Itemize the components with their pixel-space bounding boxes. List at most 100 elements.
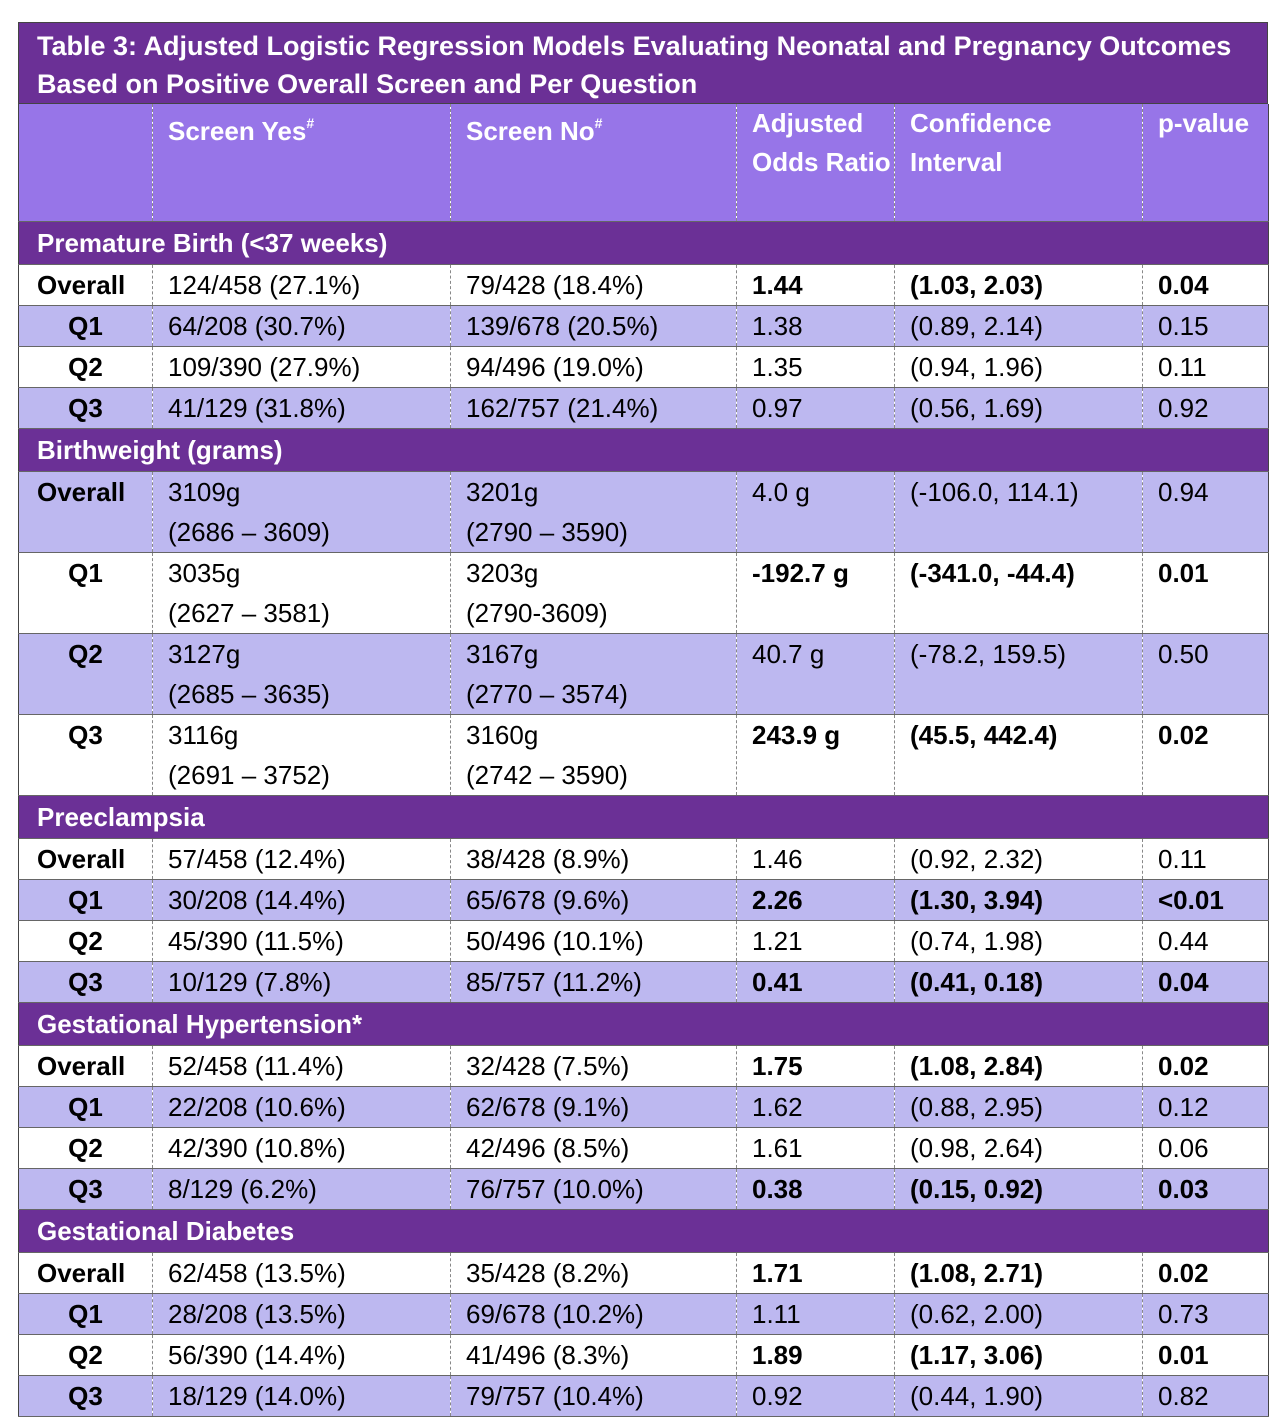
table-row: Overall 52/458 (11.4%) 32/428 (7.5%) 1.75 (1… xyxy=(18,1045,1269,1087)
confidence-interval-cell: (1.30, 3.94) xyxy=(894,879,1143,921)
screen-no-cell: 41/496 (8.3%) xyxy=(450,1334,737,1376)
table-body: Premature Birth (<37 weeks) Overall 124/45… xyxy=(18,221,1269,1417)
screen-yes-cell-median: 3127g xyxy=(168,638,241,669)
p-value-cell: 0.11 xyxy=(1142,838,1269,880)
p-value-cell: 0.01 xyxy=(1142,552,1269,634)
confidence-interval-cell: (0.56, 1.69) xyxy=(894,387,1143,429)
screen-no-cell-median: 3201g xyxy=(466,476,539,507)
table-row: Q2 109/390 (27.9%) 94/496 (19.0%) 1.35 (0.94… xyxy=(18,346,1269,388)
p-value-cell: 0.02 xyxy=(1142,1252,1269,1294)
screen-no-cell: 65/678 (9.6%) xyxy=(450,879,737,921)
p-value-cell: 0.03 xyxy=(1142,1168,1269,1210)
screen-no-cell: 139/678 (20.5%) xyxy=(450,305,737,347)
row-label: Overall xyxy=(18,471,153,553)
screen-yes-cell-median: 3035g xyxy=(168,557,241,588)
section-title: Premature Birth (<37 weeks) xyxy=(18,221,1269,265)
section-header-row: Birthweight (grams) xyxy=(18,428,1269,472)
adjusted-odds-ratio-cell: 1.75 xyxy=(736,1045,895,1087)
screen-no-cell: 76/757 (10.0%) xyxy=(450,1168,737,1210)
table-row: Q1 28/208 (13.5%) 69/678 (10.2%) 1.11 (0.62,… xyxy=(18,1293,1269,1335)
row-label: Q3 xyxy=(18,961,153,1003)
table-row: Overall 124/458 (27.1%) 79/428 (18.4%) 1.44… xyxy=(18,264,1269,306)
screen-yes-cell: 109/390 (27.9%) xyxy=(152,346,451,388)
table-row: Q3 41/129 (31.8%) 162/757 (21.4%) 0.97 (0.56… xyxy=(18,387,1269,429)
row-label: Q2 xyxy=(18,1127,153,1169)
screen-yes-cell: 3116g (2691 – 3752) xyxy=(152,714,451,796)
screen-yes-cell: 22/208 (10.6%) xyxy=(152,1086,451,1128)
row-label: Overall xyxy=(18,264,153,306)
table-row: Q2 3127g (2685 – 3635) 3167g (2770 – 3574) 40… xyxy=(18,633,1269,715)
p-value-cell: 0.73 xyxy=(1142,1293,1269,1335)
screen-yes-cell: 3109g (2686 – 3609) xyxy=(152,471,451,553)
adjusted-odds-ratio-cell: 2.26 xyxy=(736,879,895,921)
table-row: Q1 30/208 (14.4%) 65/678 (9.6%) 2.26 (1.30, … xyxy=(18,879,1269,921)
screen-yes-cell: 52/458 (11.4%) xyxy=(152,1045,451,1087)
screen-yes-cell-median: 3109g xyxy=(168,476,241,507)
adjusted-odds-ratio-cell: 243.9 g xyxy=(736,714,895,796)
p-value-cell: 0.94 xyxy=(1142,471,1269,553)
section-header-row: Gestational Diabetes xyxy=(18,1209,1269,1253)
header-adjusted-odds-ratio: Adjusted Odds Ratio xyxy=(736,104,895,222)
table-row: Q2 56/390 (14.4%) 41/496 (8.3%) 1.89 (1.17, … xyxy=(18,1334,1269,1376)
screen-no-cell-range: (2742 – 3590) xyxy=(466,759,628,790)
adjusted-odds-ratio-cell: 1.38 xyxy=(736,305,895,347)
row-label: Q2 xyxy=(18,920,153,962)
section-header-row: Gestational Hypertension* xyxy=(18,1002,1269,1046)
confidence-interval-cell: (0.88, 2.95) xyxy=(894,1086,1143,1128)
screen-yes-cell: 42/390 (10.8%) xyxy=(152,1127,451,1169)
confidence-interval-cell: (-106.0, 114.1) xyxy=(894,471,1143,553)
screen-no-cell: 3167g (2770 – 3574) xyxy=(450,633,737,715)
confidence-interval-cell: (1.08, 2.84) xyxy=(894,1045,1143,1087)
screen-yes-cell: 57/458 (12.4%) xyxy=(152,838,451,880)
confidence-interval-cell: (1.17, 3.06) xyxy=(894,1334,1143,1376)
screen-yes-cell: 10/129 (7.8%) xyxy=(152,961,451,1003)
adjusted-odds-ratio-cell: 1.71 xyxy=(736,1252,895,1294)
screen-no-cell-median: 3160g xyxy=(466,719,539,750)
section-header-row: Preeclampsia xyxy=(18,795,1269,839)
p-value-cell: 0.04 xyxy=(1142,961,1269,1003)
screen-yes-cell-median: 3116g xyxy=(168,719,239,750)
screen-yes-cell: 3035g (2627 – 3581) xyxy=(152,552,451,634)
p-value-cell: 0.12 xyxy=(1142,1086,1269,1128)
adjusted-odds-ratio-cell: 1.46 xyxy=(736,838,895,880)
screen-no-cell-median: 3203g xyxy=(466,557,539,588)
confidence-interval-cell: (0.74, 1.98) xyxy=(894,920,1143,962)
screen-yes-cell-range: (2686 – 3609) xyxy=(168,516,330,547)
screen-no-cell-range: (2770 – 3574) xyxy=(466,678,628,709)
screen-yes-cell: 8/129 (6.2%) xyxy=(152,1168,451,1210)
p-value-cell: 0.44 xyxy=(1142,920,1269,962)
p-value-cell: <0.01 xyxy=(1142,879,1269,921)
confidence-interval-cell: (0.89, 2.14) xyxy=(894,305,1143,347)
p-value-cell: 0.02 xyxy=(1142,714,1269,796)
row-label: Q1 xyxy=(18,1086,153,1128)
screen-no-cell: 38/428 (8.9%) xyxy=(450,838,737,880)
screen-no-cell-median: 3167g xyxy=(466,638,539,669)
confidence-interval-cell: (-341.0, -44.4) xyxy=(894,552,1143,634)
adjusted-odds-ratio-cell: 0.38 xyxy=(736,1168,895,1210)
table-row: Overall 3109g (2686 – 3609) 3201g (2790 – 35… xyxy=(18,471,1269,553)
p-value-cell: 0.92 xyxy=(1142,387,1269,429)
adjusted-odds-ratio-cell: 1.21 xyxy=(736,920,895,962)
confidence-interval-cell: (1.03, 2.03) xyxy=(894,264,1143,306)
adjusted-odds-ratio-cell: 1.89 xyxy=(736,1334,895,1376)
table-row: Q2 45/390 (11.5%) 50/496 (10.1%) 1.21 (0.74,… xyxy=(18,920,1269,962)
header-screen-no: Screen No# xyxy=(450,104,737,222)
adjusted-odds-ratio-cell: 1.35 xyxy=(736,346,895,388)
section-title: Preeclampsia xyxy=(18,795,1269,839)
p-value-cell: 0.15 xyxy=(1142,305,1269,347)
table-row: Q3 10/129 (7.8%) 85/757 (11.2%) 0.41 (0.41, … xyxy=(18,961,1269,1003)
screen-yes-cell: 124/458 (27.1%) xyxy=(152,264,451,306)
table-row: Q1 22/208 (10.6%) 62/678 (9.1%) 1.62 (0.88, … xyxy=(18,1086,1269,1128)
row-label: Q2 xyxy=(18,633,153,715)
screen-yes-cell: 45/390 (11.5%) xyxy=(152,920,451,962)
screen-yes-cell: 41/129 (31.8%) xyxy=(152,387,451,429)
screen-yes-cell-range: (2691 – 3752) xyxy=(168,759,330,790)
adjusted-odds-ratio-cell: 1.61 xyxy=(736,1127,895,1169)
row-label: Q1 xyxy=(18,552,153,634)
screen-no-cell: 79/428 (18.4%) xyxy=(450,264,737,306)
adjusted-odds-ratio-cell: 40.7 g xyxy=(736,633,895,715)
screen-no-cell: 42/496 (8.5%) xyxy=(450,1127,737,1169)
p-value-cell: 0.02 xyxy=(1142,1045,1269,1087)
row-label: Overall xyxy=(18,1045,153,1087)
table-title: Table 3: Adjusted Logistic Regression Mo… xyxy=(18,22,1268,104)
